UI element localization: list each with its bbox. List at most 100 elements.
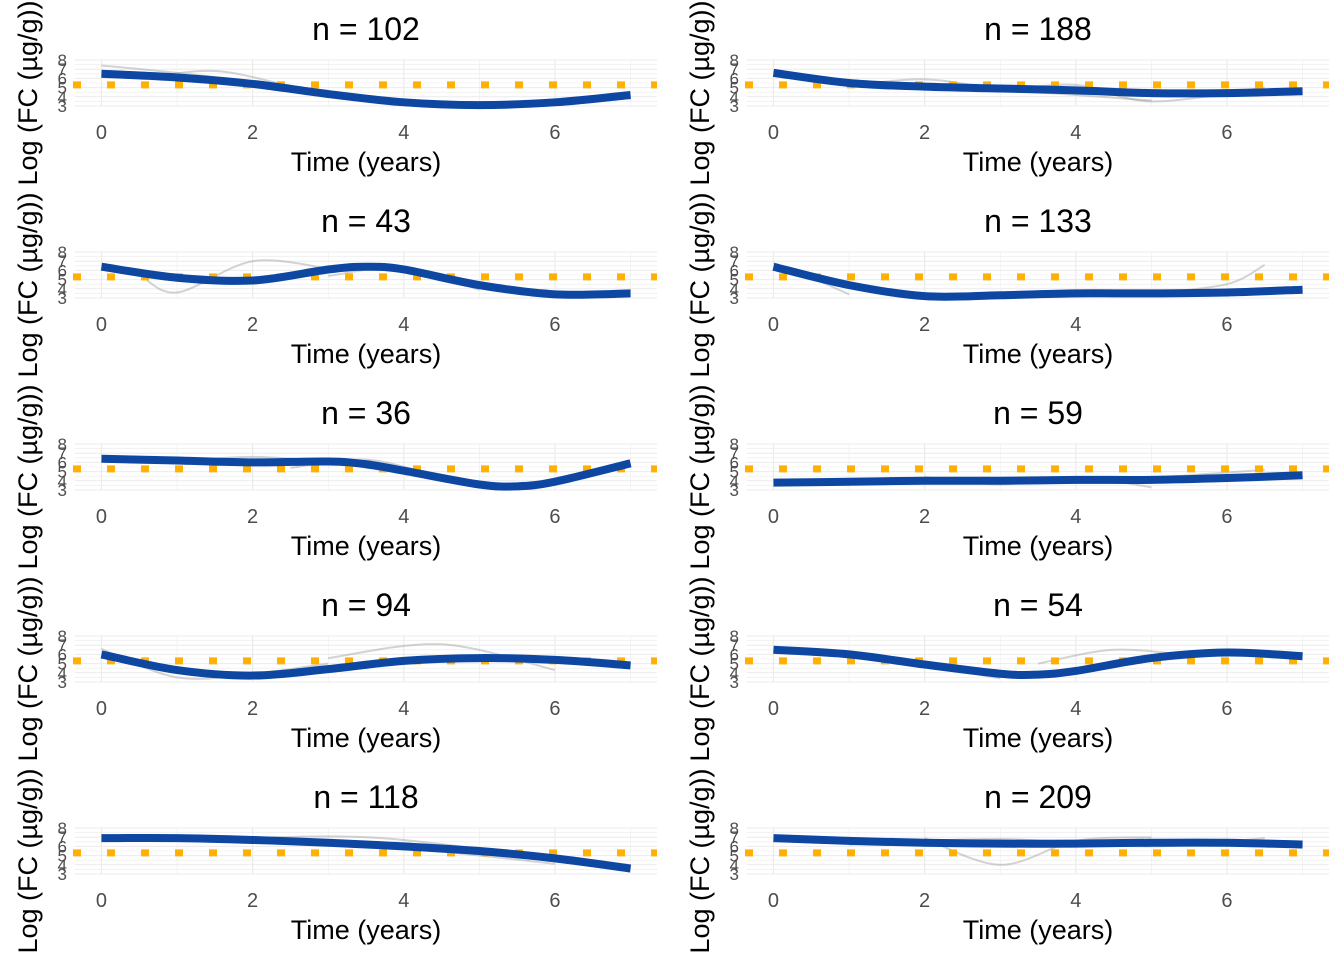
x-tick-label: 4 (1070, 698, 1081, 720)
panel-title: n = 133 (984, 203, 1092, 239)
x-tick-label: 6 (1221, 698, 1232, 720)
x-axis-title: Time (years) (963, 147, 1114, 177)
y-tick-label: 7 (730, 636, 739, 655)
y-tick-label: 5 (730, 655, 739, 674)
x-axis-title: Time (years) (963, 339, 1114, 369)
y-axis-title: Log (FC (µg/g)) (685, 768, 715, 953)
x-tick-label: 4 (1070, 122, 1081, 144)
y-tick-label: 7 (730, 444, 739, 463)
y-tick-label: 7 (58, 444, 67, 463)
y-tick-label: 8 (730, 51, 739, 70)
panel-title: n = 118 (313, 779, 418, 815)
x-tick-label: 2 (919, 314, 930, 336)
panel-title: n = 43 (321, 203, 411, 239)
x-tick-label: 0 (96, 122, 107, 144)
y-tick-label: 3 (58, 481, 67, 500)
y-axis-title: Log (FC (µg/g)) (685, 576, 715, 761)
fit-line (100, 262, 631, 299)
x-tick-label: 4 (1070, 314, 1081, 336)
y-tick-label: 3 (58, 289, 67, 308)
x-tick-label: 2 (919, 122, 930, 144)
y-axis-title: Log (FC (µg/g)) (13, 384, 43, 569)
x-axis-title: Time (years) (963, 723, 1114, 753)
x-tick-label: 2 (247, 314, 258, 336)
y-tick-label: 4 (730, 280, 739, 299)
panel-title: n = 188 (984, 11, 1092, 47)
y-tick-label: 6 (730, 837, 739, 856)
x-tick-label: 0 (768, 314, 779, 336)
fit-line (772, 68, 1303, 98)
y-axis-title: Log (FC (µg/g)) (685, 192, 715, 377)
y-axis-title: Log (FC (µg/g)) (685, 384, 715, 569)
x-tick-label: 6 (1221, 122, 1232, 144)
y-tick-label: 3 (730, 289, 739, 308)
x-axis-title: Time (years) (963, 531, 1114, 561)
x-tick-label: 0 (768, 122, 779, 144)
y-tick-label: 8 (58, 435, 67, 454)
x-tick-label: 0 (96, 698, 107, 720)
x-tick-label: 2 (919, 698, 930, 720)
y-tick-label: 5 (58, 655, 67, 674)
fit-line (772, 262, 1303, 301)
grid (747, 251, 1329, 299)
y-axis-title: Log (FC (µg/g)) (13, 0, 43, 185)
x-tick-label: 2 (919, 890, 930, 912)
fit-line (101, 454, 632, 491)
y-tick-label: 5 (58, 79, 67, 98)
x-tick-label: 4 (398, 122, 409, 144)
panel-title: n = 36 (321, 395, 411, 431)
y-tick-label: 5 (730, 271, 739, 290)
panel-title: n = 102 (312, 11, 420, 47)
x-tick-label: 4 (1070, 890, 1081, 912)
x-tick-label: 4 (1070, 506, 1081, 528)
x-tick-label: 6 (549, 890, 560, 912)
y-tick-label: 5 (58, 463, 67, 482)
y-tick-label: 8 (730, 819, 739, 838)
y-tick-label: 4 (730, 472, 739, 491)
y-tick-label: 6 (58, 261, 67, 280)
y-tick-label: 6 (58, 453, 67, 472)
x-tick-label: 2 (247, 122, 258, 144)
y-tick-label: 6 (730, 69, 739, 88)
panel-title: n = 94 (321, 587, 411, 623)
y-tick-label: 8 (730, 243, 739, 262)
y-tick-label: 3 (730, 865, 739, 884)
y-tick-label: 4 (730, 664, 739, 683)
y-tick-label: 4 (58, 472, 67, 491)
y-tick-label: 7 (58, 636, 67, 655)
x-axis-title: Time (years) (291, 531, 442, 561)
x-tick-label: 2 (247, 506, 258, 528)
y-tick-label: 7 (730, 252, 739, 271)
y-tick-label: 6 (730, 261, 739, 280)
y-tick-label: 6 (58, 837, 67, 856)
y-tick-label: 3 (730, 481, 739, 500)
y-axis-title: Log (FC (µg/g)) (13, 192, 43, 377)
fit-line (773, 471, 1303, 487)
x-tick-label: 0 (768, 890, 779, 912)
x-tick-label: 6 (1221, 314, 1232, 336)
x-tick-label: 0 (96, 506, 107, 528)
y-tick-label: 8 (58, 243, 67, 262)
y-tick-label: 3 (58, 97, 67, 116)
x-tick-label: 6 (549, 314, 560, 336)
y-tick-label: 3 (58, 865, 67, 884)
x-tick-label: 6 (1221, 506, 1232, 528)
x-axis-title: Time (years) (291, 915, 442, 945)
x-axis-title: Time (years) (291, 723, 442, 753)
x-tick-label: 0 (768, 506, 779, 528)
x-tick-label: 6 (1221, 890, 1232, 912)
y-tick-label: 5 (730, 463, 739, 482)
grid (747, 827, 1329, 875)
x-tick-label: 6 (549, 506, 560, 528)
fit-line (100, 650, 631, 680)
y-tick-label: 7 (58, 828, 67, 847)
y-tick-label: 4 (730, 856, 739, 875)
x-axis-title: Time (years) (291, 147, 442, 177)
panel-title: n = 209 (984, 779, 1092, 815)
